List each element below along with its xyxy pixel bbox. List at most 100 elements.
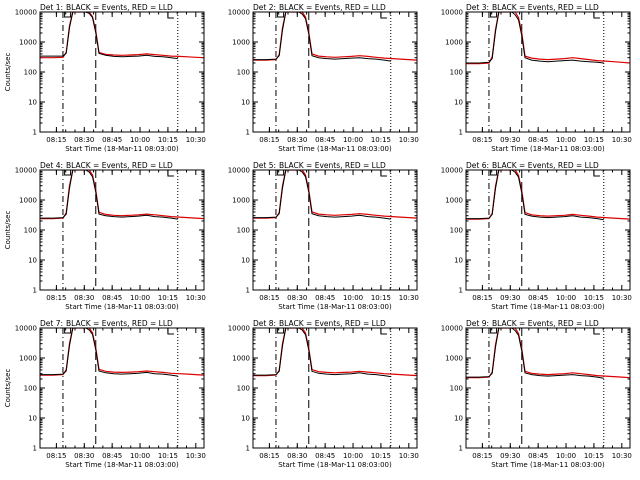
- x-tick-label: 10:00: [343, 136, 363, 144]
- x-axis-label: Start Time (18-Mar-11 08:03:00): [278, 303, 392, 311]
- x-tick-label: 10:30: [186, 136, 206, 144]
- y-tick-label: 100: [24, 227, 37, 235]
- y-tick-label: 1: [459, 129, 463, 137]
- series-line-lld: [253, 170, 417, 219]
- x-tick-label: 10:15: [584, 294, 604, 302]
- x-axis-label: Start Time (18-Mar-11 08:03:00): [491, 145, 605, 153]
- detector-plot-4: Det 4: BLACK = Events, RED = LLD 1 10 100 100…: [4, 161, 206, 311]
- plot-title-detector: Det 6:: [466, 161, 489, 170]
- y-tick-label: 1000: [232, 39, 250, 47]
- plot-title-legend: BLACK = Events, RED = LLD: [492, 161, 599, 170]
- plot-title: Det 3: BLACK = Events, RED = LLD: [466, 3, 599, 12]
- series-line-events: [466, 328, 604, 379]
- y-axis-label: Counts/sec: [4, 369, 12, 408]
- detector-plot-2: Det 2: BLACK = Events, RED = LLD 1 10 100 100…: [228, 3, 419, 153]
- x-tick-label: 10:00: [556, 452, 576, 460]
- y-tick-label: 100: [24, 385, 37, 393]
- plot-title-legend: BLACK = Events, RED = LLD: [492, 319, 599, 328]
- y-tick-label: 10000: [228, 325, 250, 333]
- plot-title-detector: Det 9:: [466, 319, 489, 328]
- event-flag-marker: [593, 328, 600, 335]
- plot-frame: [465, 169, 631, 291]
- y-tick-label: 10: [454, 99, 463, 107]
- series-line-lld: [253, 328, 417, 377]
- plot-title-legend: BLACK = Events, RED = LLD: [66, 161, 173, 170]
- x-tick-label: 10:15: [158, 294, 178, 302]
- x-tick-label: 08:15: [259, 294, 279, 302]
- y-tick-label: 10000: [15, 325, 37, 333]
- y-tick-label: 100: [24, 69, 37, 77]
- y-tick-label: 1: [33, 445, 37, 453]
- plot-title: Det 6: BLACK = Events, RED = LLD: [466, 161, 599, 170]
- x-tick-label: 10:15: [158, 136, 178, 144]
- x-tick-label: 08:15: [46, 136, 66, 144]
- series-line-lld: [253, 12, 417, 61]
- y-tick-label: 100: [450, 69, 463, 77]
- plot-title: Det 8: BLACK = Events, RED = LLD: [253, 319, 386, 328]
- plot-title-legend: BLACK = Events, RED = LLD: [279, 161, 386, 170]
- y-axis-label: Counts/sec: [4, 53, 12, 92]
- plot-frame: [39, 327, 205, 449]
- x-tick-label: 10:15: [584, 452, 604, 460]
- series-line-lld: [40, 328, 204, 376]
- y-tick-label: 10: [241, 257, 250, 265]
- event-flag-marker: [593, 12, 600, 19]
- plot-frame: [252, 327, 418, 449]
- x-tick-label: 08:45: [102, 294, 122, 302]
- x-axis-label: Start Time (18-Mar-11 08:03:00): [491, 461, 605, 469]
- x-tick-label: 08:15: [46, 294, 66, 302]
- series-line-events: [466, 12, 604, 64]
- x-tick-label: 10:15: [371, 136, 391, 144]
- x-tick-label: 08:30: [74, 452, 94, 460]
- x-tick-label: 08:15: [46, 452, 66, 460]
- plot-title-detector: Det 1:: [40, 3, 63, 12]
- y-tick-label: 10000: [15, 9, 37, 17]
- x-tick-label: 10:30: [186, 452, 206, 460]
- y-tick-label: 10: [454, 257, 463, 265]
- event-flag-marker: [380, 12, 387, 19]
- x-tick-label: 08:30: [287, 452, 307, 460]
- x-axis-label: Start Time (18-Mar-11 08:03:00): [65, 303, 179, 311]
- y-axis-label: Counts/sec: [4, 211, 12, 250]
- x-tick-label: 08:45: [315, 294, 335, 302]
- plot-title-legend: BLACK = Events, RED = LLD: [279, 3, 386, 12]
- event-flag-marker: [167, 12, 174, 19]
- y-tick-label: 100: [237, 385, 250, 393]
- x-tick-label: 08:45: [102, 452, 122, 460]
- y-tick-label: 10: [241, 99, 250, 107]
- y-tick-label: 100: [237, 227, 250, 235]
- plot-frame: [465, 327, 631, 449]
- x-tick-label: 08:30: [287, 294, 307, 302]
- x-tick-label: 10:00: [130, 136, 150, 144]
- x-tick-label: 10:00: [130, 452, 150, 460]
- event-flag-marker: [167, 328, 174, 335]
- x-tick-label: 08:45: [528, 136, 548, 144]
- plot-title: Det 4: BLACK = Events, RED = LLD: [40, 161, 173, 170]
- x-axis-label: Start Time (18-Mar-11 08:03:00): [278, 461, 392, 469]
- series-line-events: [466, 170, 604, 221]
- plot-title-detector: Det 4:: [40, 161, 63, 170]
- y-tick-label: 10000: [228, 167, 250, 175]
- x-tick-label: 10:30: [612, 136, 632, 144]
- x-tick-label: 10:30: [186, 294, 206, 302]
- plot-title: Det 9: BLACK = Events, RED = LLD: [466, 319, 599, 328]
- x-axis-label: Start Time (18-Mar-11 08:03:00): [491, 303, 605, 311]
- y-tick-label: 100: [450, 227, 463, 235]
- x-tick-label: 10:00: [556, 136, 576, 144]
- x-tick-label: 10:15: [158, 452, 178, 460]
- y-tick-label: 10: [241, 415, 250, 423]
- y-tick-label: 1000: [445, 355, 463, 363]
- detector-plot-8: Det 8: BLACK = Events, RED = LLD 1 10 100 100…: [228, 319, 419, 469]
- x-tick-label: 10:30: [399, 294, 419, 302]
- y-tick-label: 1: [33, 129, 37, 137]
- y-tick-label: 10: [28, 99, 37, 107]
- series-line-events: [253, 328, 391, 378]
- y-tick-label: 1: [246, 445, 250, 453]
- y-tick-label: 10: [454, 415, 463, 423]
- x-tick-label: 10:15: [584, 136, 604, 144]
- x-tick-label: 08:45: [315, 136, 335, 144]
- x-tick-label: 08:15: [259, 136, 279, 144]
- plot-title-detector: Det 2:: [253, 3, 276, 12]
- series-line-lld: [466, 170, 630, 220]
